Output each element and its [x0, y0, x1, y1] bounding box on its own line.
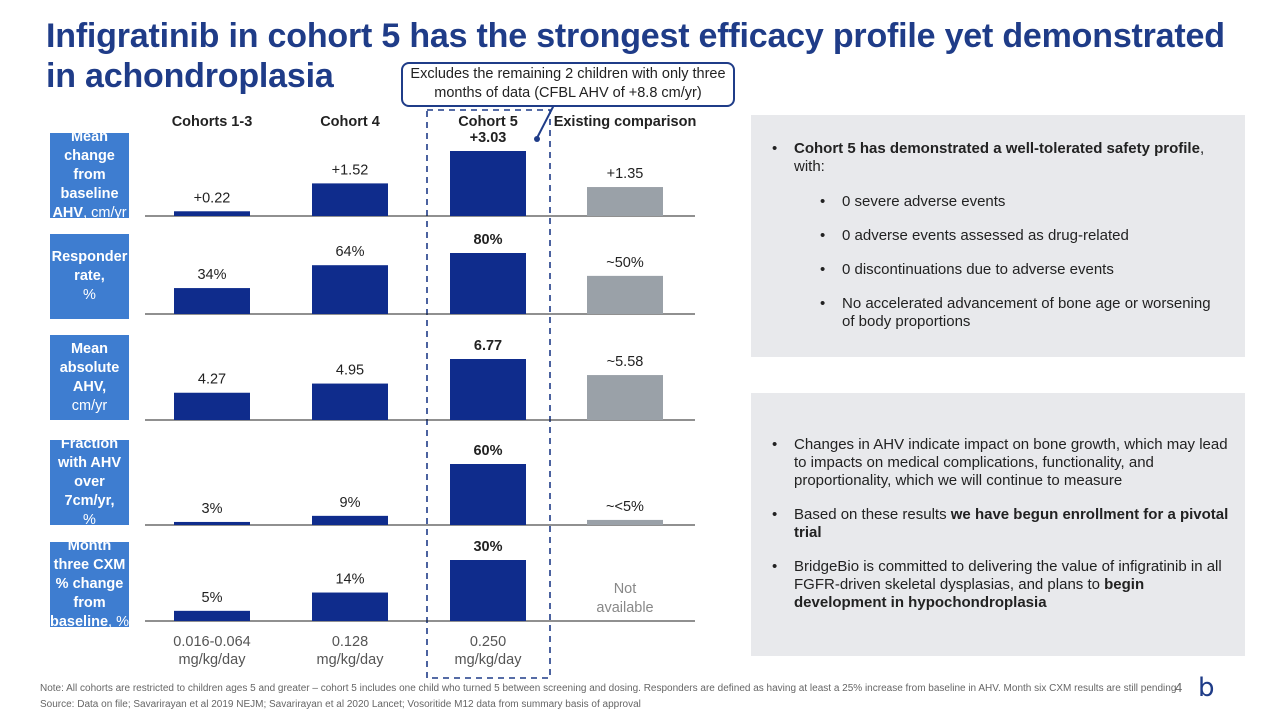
- safety-item: No accelerated advancement of bone age o…: [820, 295, 1227, 331]
- bar: [174, 610, 250, 621]
- page-number: 4: [1175, 680, 1183, 695]
- safety-item: 0 adverse events assessed as drug-relate…: [820, 227, 1227, 245]
- source-note: Source: Data on file; Savarirayan et al …: [40, 699, 641, 710]
- data-label: +1.52: [332, 162, 369, 178]
- data-label: 5%: [202, 590, 223, 606]
- row-label-unit: %: [83, 512, 96, 528]
- data-label: +1.35: [607, 166, 644, 182]
- bar: [450, 464, 526, 525]
- bridgebio-logo: b: [1198, 673, 1215, 703]
- safety-item: 0 severe adverse events: [820, 193, 1227, 211]
- row-label-unit: , %: [108, 614, 129, 630]
- bar: [450, 151, 526, 216]
- data-label: 6.77: [474, 338, 502, 354]
- bar: [174, 211, 250, 216]
- category-header: Cohort 4: [320, 114, 380, 130]
- bar: [587, 187, 663, 216]
- row-label: Mean absolute AHV, cm/yr: [50, 335, 129, 420]
- row-label: Month three CXM % change from baseline, …: [50, 538, 129, 630]
- row-label-title: Fraction with AHV over 7cm/yr,: [57, 436, 122, 509]
- data-label: ~50%: [606, 255, 644, 271]
- category-header: Cohorts 1-3: [172, 114, 253, 130]
- row-label: Fraction with AHV over 7cm/yr,%: [50, 436, 129, 528]
- bar: [587, 275, 663, 314]
- row-label-title: Mean change from baseline AHV: [52, 129, 119, 221]
- row-label-unit: %: [83, 287, 96, 303]
- callout-pointer: [536, 102, 556, 139]
- data-label: 64%: [335, 244, 364, 260]
- row-label: Responder rate,%: [50, 234, 129, 319]
- dose-label: 0.250 mg/kg/day: [455, 634, 523, 668]
- bar: [587, 375, 663, 420]
- row-label-title: Mean absolute AHV,: [59, 340, 120, 395]
- data-label: 4.27: [198, 372, 226, 388]
- data-label: 3%: [202, 501, 223, 517]
- implications-panel: Changes in AHV indicate impact on bone g…: [751, 393, 1245, 656]
- cohort5-highlight-box: [426, 109, 551, 679]
- data-label: 14%: [335, 572, 364, 588]
- bar: [450, 359, 526, 420]
- data-label: +0.22: [194, 190, 231, 206]
- row-label-title: Responder rate,: [51, 249, 128, 284]
- safety-summary: Cohort 5 has demonstrated a well-tolerat…: [772, 140, 1224, 176]
- bar: [587, 519, 663, 525]
- data-label: 9%: [340, 495, 361, 511]
- bar: [450, 560, 526, 621]
- row-label-unit: cm/yr: [71, 397, 108, 414]
- safety-item: 0 discontinuations due to adverse events: [820, 261, 1227, 279]
- data-label: 60%: [473, 443, 502, 459]
- safety-panel: Cohort 5 has demonstrated a well-tolerat…: [751, 115, 1245, 357]
- data-label: 30%: [473, 539, 502, 555]
- row-label-unit: , cm/yr: [83, 205, 127, 221]
- category-header: Existing comparison: [554, 114, 697, 130]
- callout-pointer-dot: [534, 136, 540, 142]
- row-label-title: Month three CXM % change from baseline: [50, 538, 126, 630]
- implication-item: Based on these results we have begun enr…: [772, 506, 1229, 542]
- bar: [450, 253, 526, 314]
- footnote: Note: All cohorts are restricted to chil…: [40, 683, 1177, 694]
- data-label: ~<5%: [606, 499, 644, 515]
- bar: [312, 592, 388, 621]
- bar: [312, 265, 388, 314]
- data-label: 34%: [197, 267, 226, 283]
- dose-label: 0.128 mg/kg/day: [317, 634, 385, 668]
- implication-item: Changes in AHV indicate impact on bone g…: [772, 436, 1229, 490]
- category-header: Cohort 5: [458, 114, 518, 130]
- dose-label: 0.016-0.064 mg/kg/day: [173, 634, 250, 668]
- data-label-unavailable: Not available: [596, 581, 653, 616]
- data-label: +3.03: [470, 130, 507, 146]
- page-title: Infigratinib in cohort 5 has the stronge…: [46, 17, 1225, 95]
- data-label: 80%: [473, 232, 502, 248]
- data-exclusion-callout: Excludes the remaining 2 children with o…: [401, 62, 735, 107]
- bar: [174, 288, 250, 314]
- bar: [312, 383, 388, 420]
- bar: [312, 515, 388, 525]
- data-label: 4.95: [336, 363, 364, 379]
- bar: [174, 392, 250, 420]
- row-label: Mean change from baseline AHV, cm/yr: [50, 129, 129, 221]
- bar: [312, 183, 388, 216]
- data-label: ~5.58: [607, 354, 644, 370]
- implication-item: BridgeBio is committed to delivering the…: [772, 558, 1229, 612]
- bar: [174, 521, 250, 525]
